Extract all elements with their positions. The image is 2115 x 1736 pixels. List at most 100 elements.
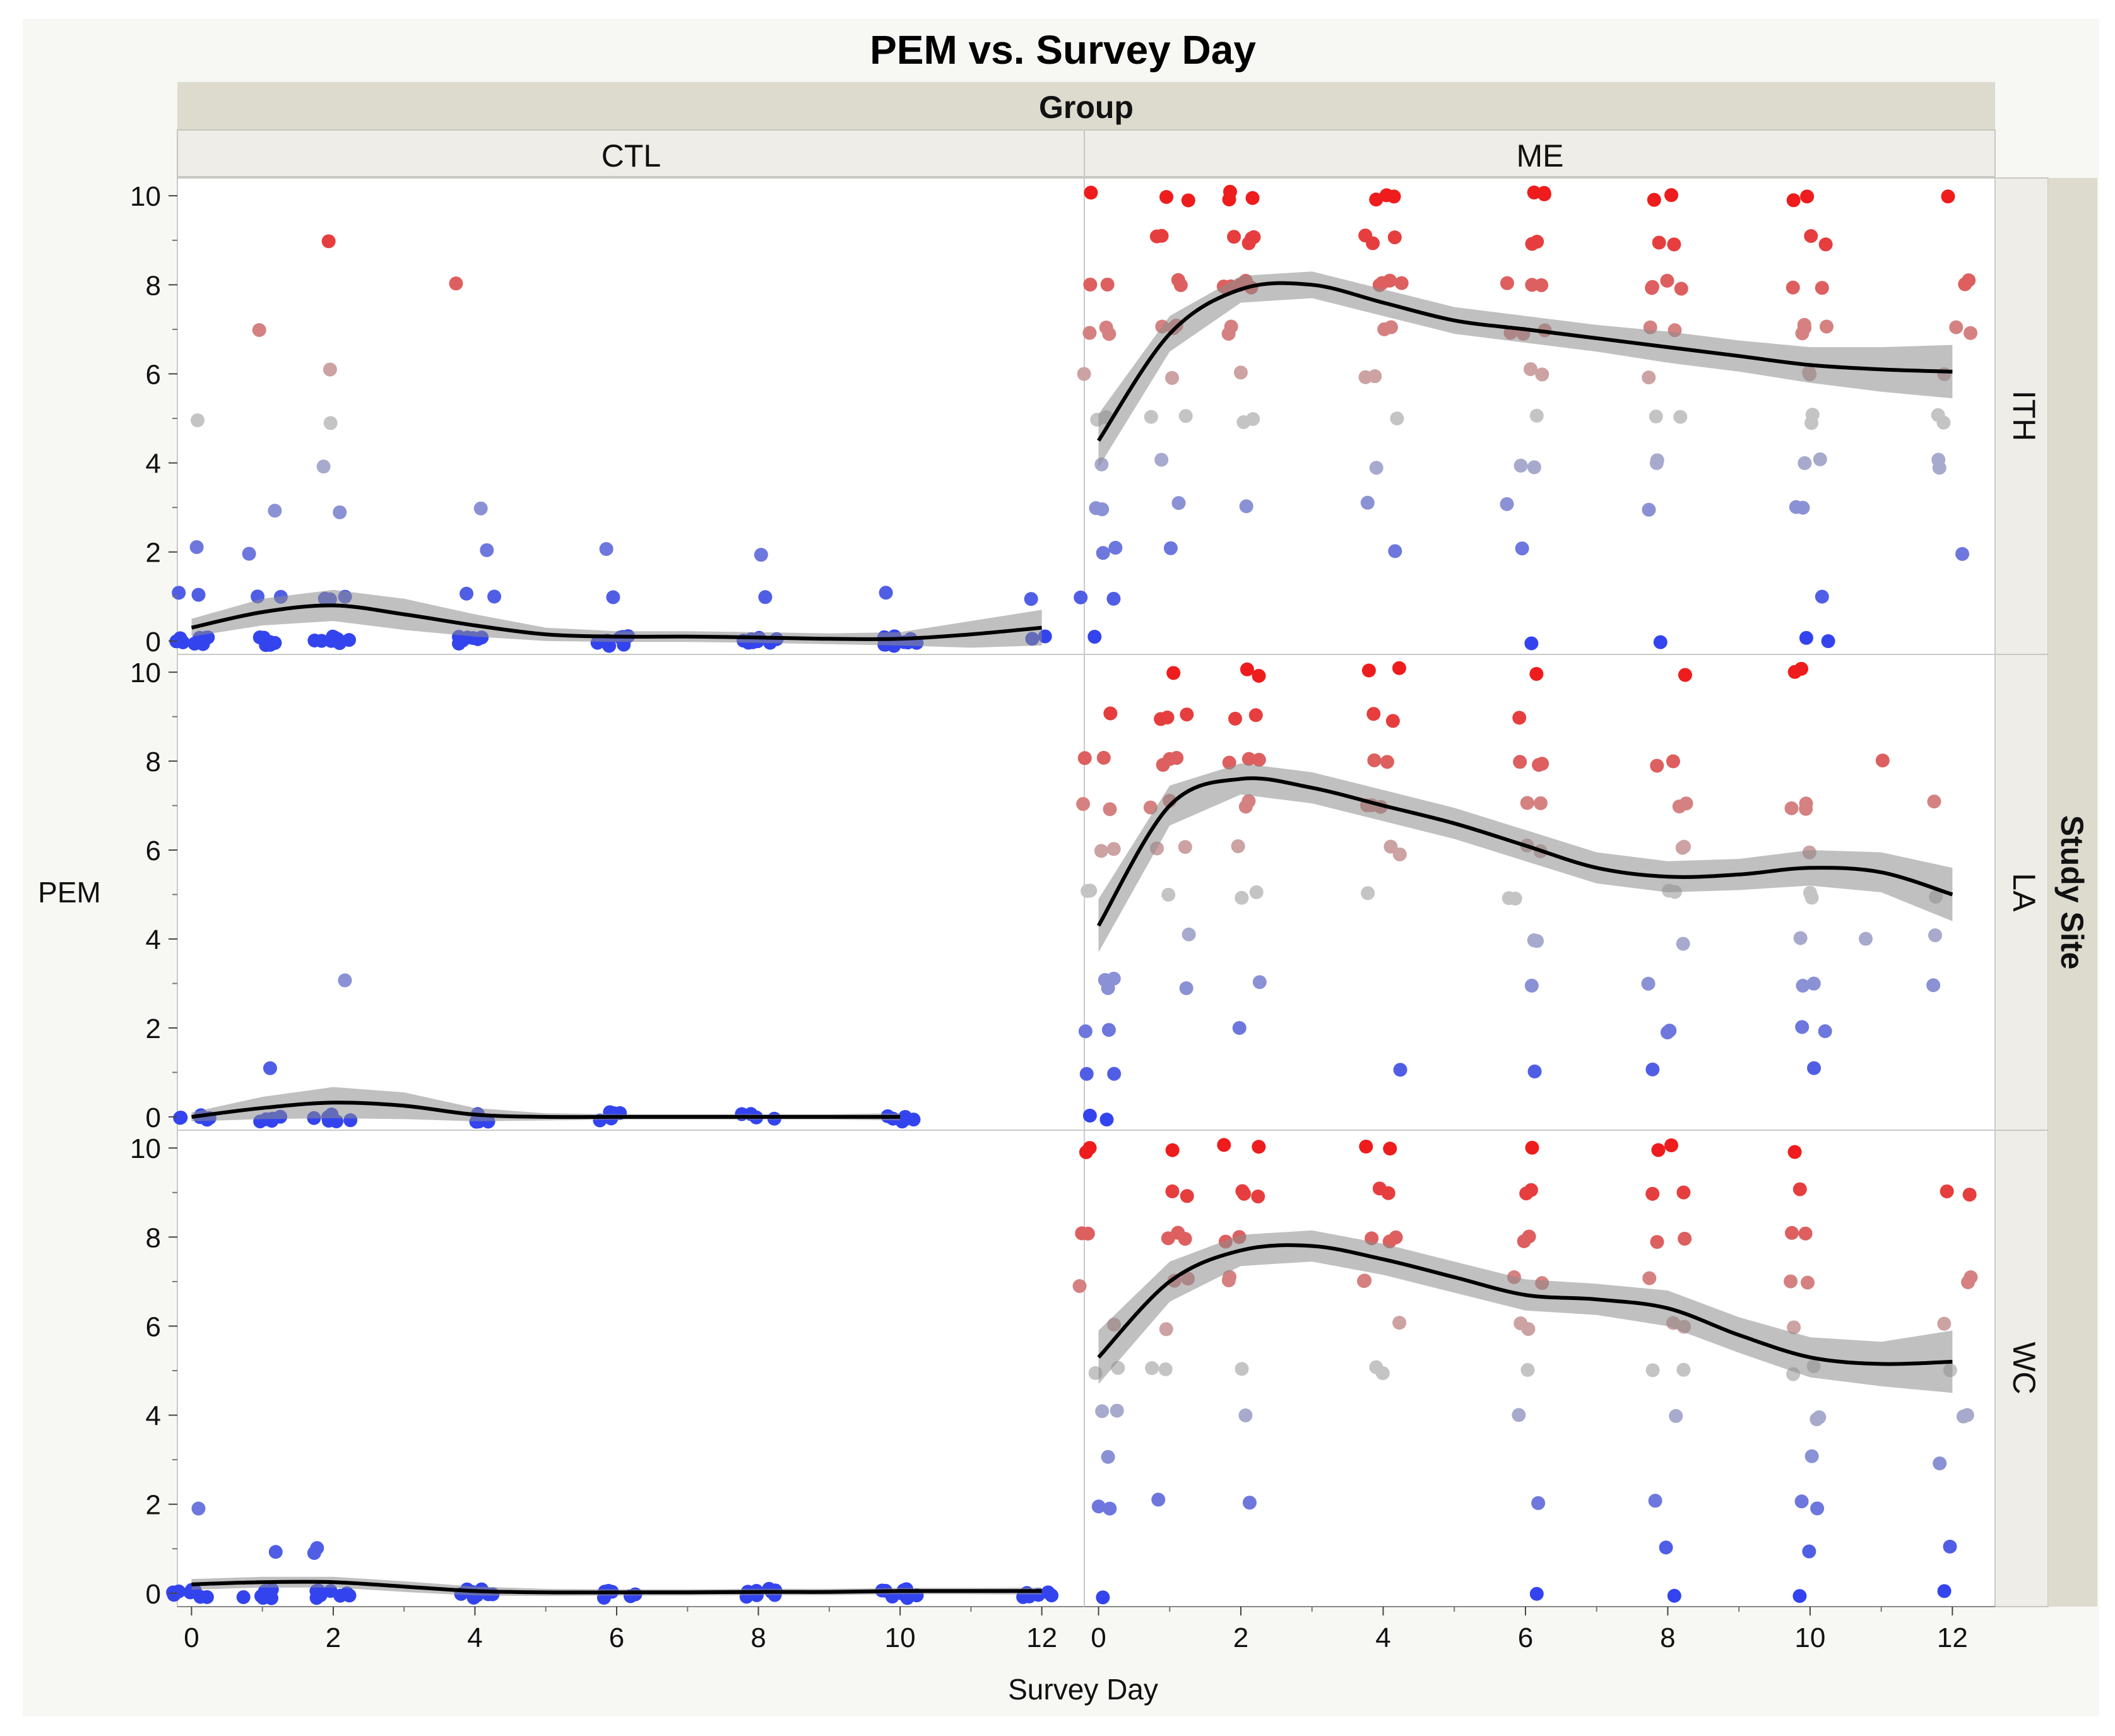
row-header-wc — [1994, 1130, 2049, 1607]
data-point — [236, 1590, 251, 1604]
y-tick-label: 10 — [130, 1133, 161, 1164]
x-tick-label: 8 — [750, 1622, 766, 1653]
data-point — [1083, 883, 1098, 898]
data-point — [1955, 546, 1970, 561]
data-point — [1154, 228, 1169, 243]
row-header-ith-label: ITH — [2006, 391, 2042, 442]
data-point — [1179, 981, 1194, 996]
data-point — [1645, 1062, 1660, 1077]
data-point — [1792, 1589, 1807, 1603]
data-point — [1653, 635, 1668, 649]
data-point — [1145, 1361, 1159, 1375]
data-point — [1667, 1588, 1681, 1603]
data-point — [263, 636, 278, 651]
data-point — [1648, 1494, 1662, 1508]
data-point — [1502, 891, 1516, 906]
data-point — [1388, 544, 1402, 558]
x-tick-label: 4 — [467, 1622, 482, 1653]
data-point — [1647, 192, 1661, 207]
data-point — [1164, 370, 1179, 385]
x-tick-label: 10 — [885, 1622, 916, 1653]
data-point — [314, 634, 329, 648]
data-point — [1369, 461, 1383, 475]
data-point — [1535, 757, 1549, 771]
data-point — [1806, 976, 1821, 991]
data-point — [1235, 890, 1249, 905]
x-tick-label: 4 — [1375, 1622, 1390, 1653]
data-point — [1360, 495, 1375, 510]
data-point — [473, 501, 488, 516]
data-point — [1675, 841, 1690, 855]
data-point — [1662, 1024, 1677, 1038]
data-point — [1231, 839, 1245, 853]
data-point — [1103, 802, 1117, 817]
data-point — [193, 1590, 208, 1604]
data-point — [1784, 801, 1799, 815]
y-tick-label: 2 — [146, 538, 161, 569]
data-point — [1248, 708, 1263, 723]
data-point — [1228, 711, 1243, 726]
data-point — [1666, 754, 1680, 769]
data-point — [1154, 452, 1169, 467]
data-point — [1221, 1273, 1236, 1287]
chart-title: PEM vs. Survey Day — [870, 27, 1256, 73]
data-point — [1641, 976, 1656, 991]
data-point — [1171, 496, 1186, 511]
data-point — [459, 586, 474, 601]
data-point — [1513, 755, 1527, 769]
data-point — [1369, 1360, 1383, 1374]
data-point — [1650, 453, 1664, 468]
data-point — [1383, 1142, 1397, 1156]
y-tick-label: 4 — [146, 924, 161, 955]
data-point — [1676, 1362, 1691, 1377]
data-point — [189, 540, 204, 555]
data-point — [1928, 928, 1942, 943]
data-point — [1106, 971, 1121, 986]
y-tick-label: 6 — [146, 836, 161, 866]
row-group-band — [2048, 178, 2097, 1607]
data-point — [1821, 634, 1835, 649]
data-point — [1796, 500, 1810, 515]
data-point — [167, 1588, 181, 1602]
data-point — [1514, 458, 1528, 473]
data-point — [1529, 1586, 1544, 1601]
data-point — [1392, 1316, 1407, 1330]
data-point — [1524, 1183, 1538, 1197]
data-point — [1937, 1316, 1952, 1331]
column-header-me — [1084, 129, 1996, 177]
data-point — [758, 590, 773, 605]
data-point — [242, 546, 256, 561]
data-point — [1178, 409, 1193, 423]
data-point — [1810, 1412, 1824, 1427]
data-point — [333, 505, 347, 519]
data-point — [1659, 1540, 1673, 1555]
data-point — [310, 1541, 324, 1556]
data-point — [263, 1061, 277, 1075]
data-point — [449, 276, 463, 291]
y-tick-label: 6 — [146, 359, 161, 390]
data-point — [1381, 1186, 1395, 1200]
y-tick-label: 2 — [146, 1490, 161, 1521]
data-point — [1393, 1063, 1407, 1077]
data-point — [1094, 457, 1109, 471]
data-point — [1678, 668, 1692, 682]
data-point — [1144, 410, 1158, 424]
smoother-line-me-ith — [1097, 281, 1953, 442]
data-point — [1096, 1590, 1110, 1605]
data-point — [1165, 1143, 1180, 1157]
data-point — [1527, 933, 1541, 948]
data-point — [1941, 189, 1955, 204]
y-axis-title: PEM — [38, 876, 101, 909]
data-point — [1527, 1064, 1542, 1078]
panel-ctl-wc: 0 2 4 6 8 10 0 2 4 6 8 10 12 — [130, 1130, 1085, 1653]
data-point — [1091, 1499, 1106, 1514]
data-point — [191, 413, 205, 428]
data-point — [1962, 273, 1976, 288]
data-point — [1224, 319, 1238, 334]
data-point — [1514, 1316, 1528, 1331]
data-point — [1517, 1234, 1531, 1248]
data-point — [1079, 1066, 1094, 1081]
data-point — [879, 586, 893, 600]
data-point — [1529, 408, 1544, 423]
x-tick-label: 0 — [1091, 1622, 1106, 1653]
